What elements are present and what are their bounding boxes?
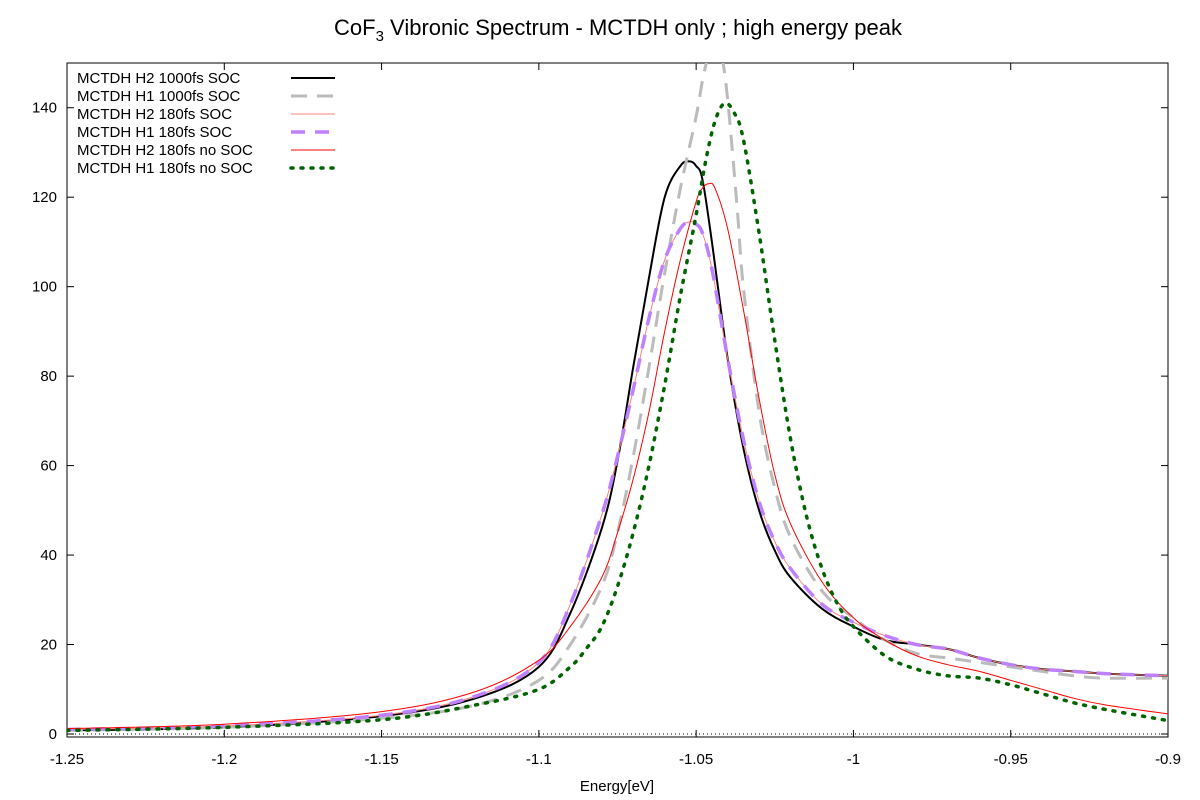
y-tick-label: 0 <box>49 726 57 743</box>
legend-label: MCTDH H1 1000fs SOC <box>77 88 241 105</box>
x-tick-label: -0.95 <box>994 751 1028 768</box>
series-line-1 <box>67 160 1168 732</box>
x-tick-label: -1.2 <box>211 751 237 768</box>
legend-label: MCTDH H2 180fs no SOC <box>77 142 253 159</box>
axis-ticks: -1.25 -1.2 -1.15 -1.1 -1.05 -1 -0.95 -0.9 0 20 40 6… <box>32 63 1181 768</box>
x-tick-label: -1 <box>847 751 860 768</box>
y-tick-label: 60 <box>40 458 57 475</box>
y-tick-label: 40 <box>40 547 57 564</box>
y-tick-label: 140 <box>32 100 57 117</box>
legend-label: MCTDH H2 180fs SOC <box>77 106 232 123</box>
legend-label: MCTDH H2 1000fs SOC <box>77 70 241 87</box>
legend-label: MCTDH H1 180fs no SOC <box>77 160 253 177</box>
x-axis-label: Energy[eV] <box>580 778 654 795</box>
x-tick-label: -1.15 <box>364 751 398 768</box>
plot-frame <box>66 62 1169 738</box>
x-tick-label: -1.25 <box>50 751 84 768</box>
chart-title: CoF3 Vibronic Spectrum - MCTDH only ; hi… <box>334 15 903 45</box>
y-tick-label: 100 <box>32 279 57 296</box>
series-line-4 <box>67 219 1168 732</box>
series-line-3 <box>67 221 1168 730</box>
x-tick-label: -1.05 <box>679 751 713 768</box>
x-tick-label: -0.9 <box>1155 751 1181 768</box>
series-line-6 <box>67 101 1168 733</box>
series-line-5 <box>67 182 1168 730</box>
chart-title-subscript: 3 <box>376 28 384 45</box>
y-tick-label: 120 <box>32 189 57 206</box>
legend-label: MCTDH H1 180fs SOC <box>77 124 232 141</box>
series-layer <box>67 63 1168 735</box>
y-tick-label: 80 <box>40 368 57 385</box>
x-tick-label: -1.1 <box>526 751 552 768</box>
y-tick-label: 20 <box>40 637 57 654</box>
